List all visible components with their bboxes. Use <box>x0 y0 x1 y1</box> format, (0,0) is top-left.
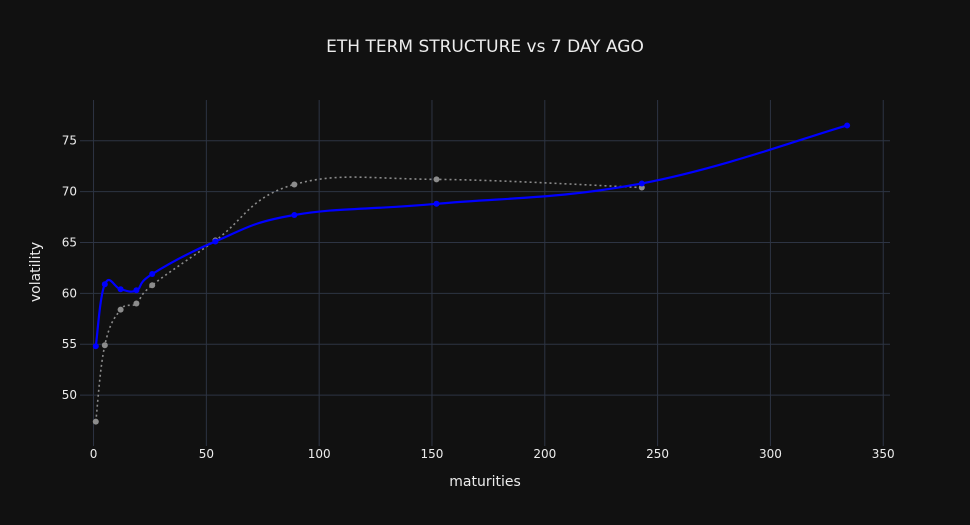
grid-lines <box>80 100 890 446</box>
point-current <box>101 281 108 288</box>
point-current <box>133 287 140 294</box>
y-axis-title: volatility <box>28 242 44 302</box>
y-tick-label: 60 <box>62 286 77 300</box>
point-current <box>149 271 156 278</box>
point-current <box>638 180 645 187</box>
y-tick-label: 50 <box>62 388 77 402</box>
point-7-day-ago <box>101 342 108 349</box>
point-7-day-ago <box>133 300 140 307</box>
x-tick-label: 150 <box>421 447 444 461</box>
point-current <box>212 238 219 245</box>
x-axis-title: maturities <box>449 474 521 490</box>
point-current <box>117 286 124 293</box>
point-current <box>433 200 440 207</box>
chart-title: ETH TERM STRUCTURE vs 7 DAY AGO <box>326 37 644 57</box>
x-tick-label: 300 <box>759 447 782 461</box>
point-7-day-ago <box>117 306 124 313</box>
x-tick-label: 100 <box>308 447 331 461</box>
series-layer <box>92 122 851 425</box>
point-7-day-ago <box>149 282 156 289</box>
x-tick-label: 0 <box>90 447 98 461</box>
y-tick-label: 70 <box>62 185 77 199</box>
point-7-day-ago <box>92 418 99 425</box>
y-tick-label: 65 <box>62 235 77 249</box>
point-current <box>291 211 298 218</box>
tick-labels: 0 50 100 150 200 250 300 350 50 55 60 65 70 75 <box>62 134 895 461</box>
x-tick-label: 200 <box>533 447 556 461</box>
y-tick-label: 75 <box>62 134 77 148</box>
x-tick-label: 50 <box>199 447 214 461</box>
x-tick-label: 250 <box>646 447 669 461</box>
point-current <box>844 122 851 129</box>
y-tick-label: 55 <box>62 337 77 351</box>
series-line-7-day-ago <box>94 176 642 422</box>
point-7-day-ago <box>433 176 440 183</box>
x-tick-label: 350 <box>872 447 895 461</box>
series-line-current <box>94 124 848 347</box>
point-current <box>92 343 99 350</box>
point-7-day-ago <box>291 181 298 188</box>
